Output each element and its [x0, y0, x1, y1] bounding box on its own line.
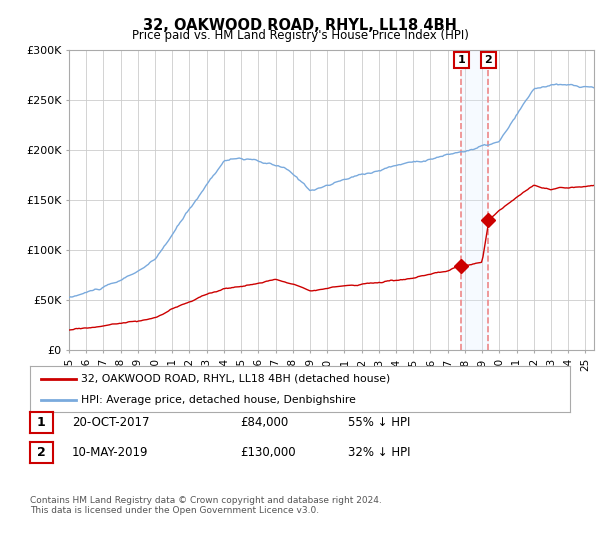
- Text: Contains HM Land Registry data © Crown copyright and database right 2024.
This d: Contains HM Land Registry data © Crown c…: [30, 496, 382, 515]
- Text: 32, OAKWOOD ROAD, RHYL, LL18 4BH: 32, OAKWOOD ROAD, RHYL, LL18 4BH: [143, 18, 457, 33]
- Bar: [461, 50, 488, 350]
- Text: £130,000: £130,000: [240, 446, 296, 459]
- Text: £84,000: £84,000: [240, 416, 288, 430]
- Text: 32, OAKWOOD ROAD, RHYL, LL18 4BH (detached house): 32, OAKWOOD ROAD, RHYL, LL18 4BH (detach…: [82, 374, 391, 384]
- Text: Price paid vs. HM Land Registry's House Price Index (HPI): Price paid vs. HM Land Registry's House …: [131, 29, 469, 41]
- Text: HPI: Average price, detached house, Denbighshire: HPI: Average price, detached house, Denb…: [82, 395, 356, 405]
- Text: 1: 1: [458, 55, 466, 65]
- Text: 32% ↓ HPI: 32% ↓ HPI: [348, 446, 410, 459]
- Text: 1: 1: [37, 416, 46, 430]
- Text: 55% ↓ HPI: 55% ↓ HPI: [348, 416, 410, 430]
- Text: 20-OCT-2017: 20-OCT-2017: [72, 416, 149, 430]
- Text: 2: 2: [37, 446, 46, 459]
- Text: 10-MAY-2019: 10-MAY-2019: [72, 446, 149, 459]
- Text: 2: 2: [485, 55, 493, 65]
